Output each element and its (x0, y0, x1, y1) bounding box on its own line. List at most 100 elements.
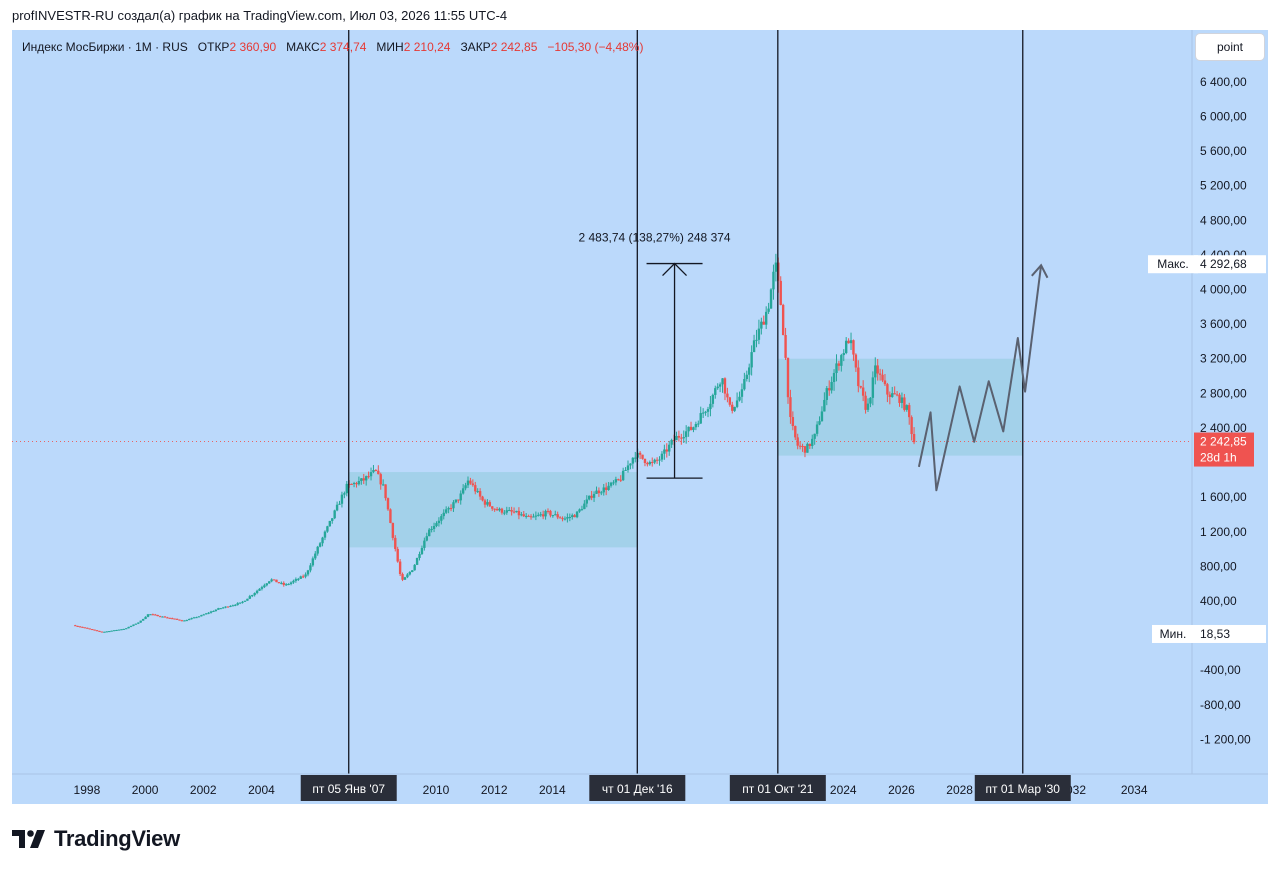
point-button[interactable]: point (1196, 34, 1264, 60)
tradingview-logo-icon (12, 830, 45, 848)
candle (270, 578, 273, 583)
candle-body (263, 585, 266, 588)
chart-area[interactable]: 2 483,74 (138,27%) 248 374 6 400,00 6 000,… (12, 30, 1268, 804)
candle (583, 500, 586, 510)
candle (391, 522, 395, 541)
candle-body (108, 631, 111, 633)
candle (883, 373, 887, 387)
candle-body (171, 618, 174, 620)
candle-body (794, 426, 797, 438)
candle-body (386, 498, 390, 510)
candle (158, 615, 162, 618)
candle (500, 507, 504, 515)
x-tick-label: 2012 (481, 783, 508, 797)
measure-label: 2 483,74 (138,27%) 248 374 (578, 231, 730, 245)
candle-body (891, 393, 894, 397)
candle (665, 443, 668, 458)
candle (255, 589, 259, 595)
candle (786, 357, 790, 404)
candle-body (268, 581, 271, 584)
candle (304, 572, 307, 579)
candle-body (253, 593, 256, 596)
candle-body (323, 531, 327, 538)
candle (874, 357, 877, 385)
candle (110, 630, 113, 632)
candle-body (294, 579, 298, 581)
candle (551, 514, 555, 518)
candle (706, 406, 710, 418)
candle-body (847, 340, 850, 344)
candle-body (204, 613, 208, 615)
candle (898, 392, 901, 407)
candle-body (789, 397, 792, 418)
candle-body (779, 280, 782, 305)
candle-body (735, 400, 739, 407)
legend-open-label: ОТКР (197, 40, 230, 54)
candle-body (471, 483, 475, 486)
candle-body (304, 574, 307, 577)
x-tick-label: 2002 (190, 783, 217, 797)
candle (466, 476, 470, 489)
candle (88, 628, 92, 630)
candle-body (86, 627, 89, 629)
candle-body (447, 508, 450, 510)
candle-body (258, 588, 261, 591)
candle (163, 615, 167, 618)
candle-body (488, 502, 492, 507)
candle (428, 527, 431, 537)
candle (818, 416, 821, 426)
candle-body (556, 514, 559, 518)
candle (124, 628, 128, 630)
candle (326, 525, 329, 533)
candle-body (786, 357, 790, 398)
candle-body (486, 502, 489, 505)
candle-body (369, 472, 373, 477)
candle-body (655, 459, 659, 461)
candle-body (406, 574, 409, 578)
range-zone-1 (348, 472, 638, 548)
candle-body (265, 583, 268, 586)
candle-body (738, 396, 741, 401)
candle (675, 431, 678, 441)
candle (760, 317, 763, 335)
x-tick-label: 2034 (1121, 783, 1148, 797)
candle-body (234, 604, 237, 606)
candle-body (95, 630, 99, 632)
candle (629, 463, 632, 470)
candle-body (134, 623, 138, 625)
candle (156, 614, 159, 617)
candle-body (541, 514, 545, 517)
candle-body (784, 335, 787, 358)
candle-body (590, 495, 593, 498)
candle (903, 393, 906, 412)
candle (900, 392, 904, 409)
candle (83, 627, 87, 629)
candle-body (857, 367, 860, 387)
candle (701, 408, 705, 418)
candle-body (503, 512, 506, 514)
price-chart[interactable]: 2 483,74 (138,27%) 248 374 6 400,00 6 000,… (12, 30, 1268, 804)
candle (367, 471, 370, 479)
candle (129, 625, 133, 628)
candle (440, 514, 443, 525)
candle-body (905, 405, 908, 410)
candle (566, 513, 569, 523)
candle (731, 401, 734, 414)
candle (508, 507, 511, 512)
candle-body (781, 304, 785, 336)
brand-logo[interactable]: TradingView (12, 826, 180, 852)
candle-body (670, 439, 673, 445)
candle-body (631, 457, 635, 464)
candle (668, 440, 671, 456)
event-date-badge-3 (729, 775, 826, 801)
candle-body (299, 576, 302, 579)
candle-body (391, 522, 395, 538)
measure-arrow-head (662, 262, 688, 277)
candle (813, 433, 816, 445)
candle-body (403, 577, 407, 580)
candle (212, 610, 215, 612)
max-marker-value: 4 292,68 (1200, 257, 1247, 271)
candle-body (733, 406, 736, 411)
candle (844, 337, 848, 355)
candle (835, 354, 838, 382)
